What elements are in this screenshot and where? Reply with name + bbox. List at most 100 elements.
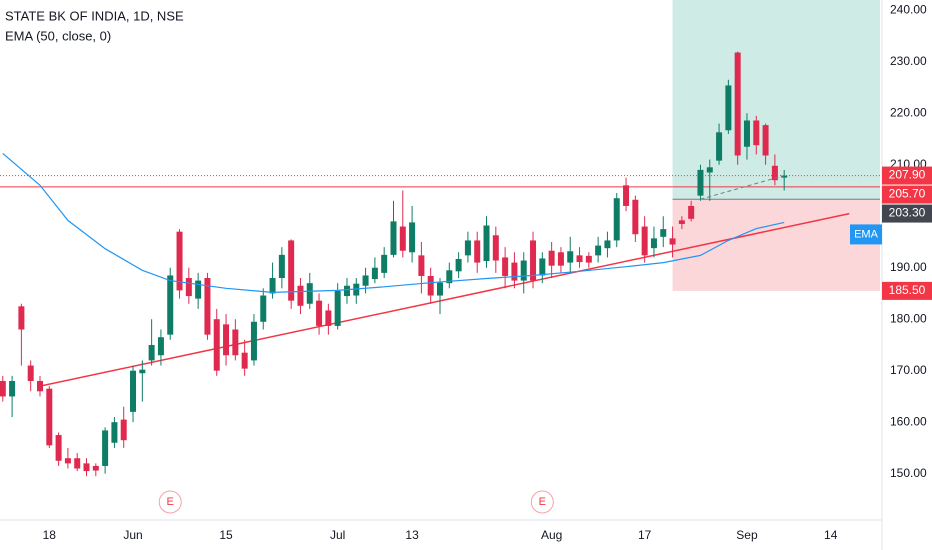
candle-body [157,337,164,356]
candle-body [371,267,378,280]
candle-body [613,198,620,241]
candle-body [27,365,34,381]
candle-body [241,352,248,369]
indicator-title: EMA (50, close, 0) [5,28,111,43]
candle-body [530,240,537,281]
candle-body [474,240,481,263]
candle-body [409,222,416,253]
event-marker [530,490,554,514]
ema-line [2,152,785,294]
chart-title: STATE BK OF INDIA, 1D, NSE [5,8,184,23]
candle-body [37,380,43,392]
price-label: 205.70 [889,187,926,201]
candle-body [167,275,174,335]
candle-body [343,285,350,297]
y-tick-label: 160.00 [890,414,927,428]
plot-area [0,0,880,477]
candle-body [185,278,192,297]
candle-body [595,245,602,256]
x-tick-label: Jun [123,528,142,542]
y-tick-label: 240.00 [890,2,927,16]
price-label: 203.30 [889,206,926,220]
candle-body [325,310,332,326]
candle-body [288,240,295,301]
x-tick-label: Aug [541,528,562,542]
candle-body [334,290,341,326]
candle-body [46,388,53,446]
event-label: E [539,496,546,508]
y-tick-label: 230.00 [890,54,927,68]
candle-body [139,369,146,374]
candle-body [455,258,462,272]
candle-body [0,380,6,397]
candle-body [632,199,639,235]
candle-body [753,120,760,146]
candle-body [353,283,360,296]
candle-body [18,306,25,330]
candle-body [669,238,676,245]
candle-body [213,319,220,371]
candle-body [734,52,741,156]
candle-body [148,344,155,361]
candle-body [604,240,611,249]
ema-label-box [850,224,882,245]
price-label: 185.50 [889,283,926,297]
price-label-box [882,204,932,223]
x-tick-label: 14 [824,528,838,542]
candle-body [260,295,267,322]
candle-body [557,252,564,266]
candle-body [743,120,750,147]
candle-body [399,226,406,251]
x-tick-label: 18 [43,528,57,542]
candle-body [520,260,527,281]
candle-body [232,329,239,356]
y-tick-label: 170.00 [890,363,927,377]
candle-body [111,422,118,443]
x-tick-label: Sep [736,528,758,542]
candle-body [446,270,453,284]
candle-body [623,185,630,206]
candle-body [650,238,657,249]
y-tick-label: 150.00 [890,466,927,480]
x-tick-label: 15 [219,528,233,542]
candle-body [771,165,778,181]
ema-label: EMA [854,228,879,240]
event-marker [158,490,182,514]
candle-body [55,435,62,461]
candle-body [92,465,99,471]
candle-body [464,240,471,256]
candle-body [64,458,71,464]
position-path [700,175,785,200]
candle-body [678,220,685,224]
candle-body [297,285,304,306]
candle-body [250,321,257,361]
candle-body [781,175,788,178]
candle-body [502,257,509,276]
candle-body [548,250,555,266]
price-label-box [882,166,932,185]
candle-body [278,254,285,279]
candle-body [269,278,276,294]
candle-body [576,255,583,263]
y-tick-label: 220.00 [890,105,927,119]
candle-body [688,205,695,219]
candle-body [716,132,723,161]
candle-body [381,254,388,273]
candle-body [9,380,16,397]
candle-body [204,278,211,335]
y-tick-label: 190.00 [890,260,927,274]
candle-body [427,275,434,296]
candle-body [306,283,313,304]
candle-body [120,419,127,441]
candle-body [390,221,397,255]
price-label-box [882,185,932,204]
candle-body [483,225,490,262]
candle-body [316,300,323,326]
candle-body [437,282,443,296]
candle-body [660,229,667,237]
candle-body [195,280,202,299]
candle-body [102,430,109,466]
trendline [39,212,850,387]
